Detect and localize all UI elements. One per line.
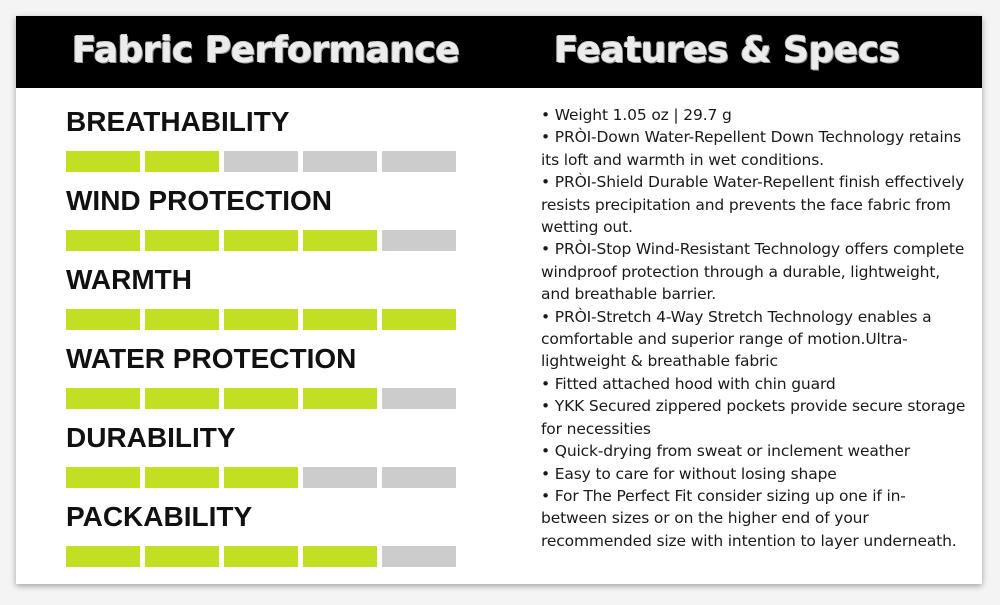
rating-segment-filled (382, 309, 456, 330)
rating-bar (66, 546, 466, 567)
rating-segment-filled (303, 388, 377, 409)
rating-segment-filled (66, 309, 140, 330)
spec-item: • Quick-drying from sweat or inclement w… (541, 442, 910, 461)
fabric-performance-title: Fabric Performance (72, 30, 460, 71)
header-bar: Fabric Performance Features & Specs (16, 16, 982, 88)
metric-breathability: BREATHABILITY (66, 104, 466, 183)
rating-segment-filled (66, 467, 140, 488)
rating-segment-filled (66, 388, 140, 409)
metric-label: BREATHABILITY (66, 106, 290, 137)
rating-segment-empty (303, 467, 377, 488)
spec-item: • Easy to care for without losing shape (541, 464, 837, 483)
spec-item: • PRÒI-Shield Durable Water-Repellent fi… (541, 173, 965, 237)
rating-segment-filled (145, 230, 219, 251)
rating-segment-filled (303, 546, 377, 567)
fabric-performance-panel: BREATHABILITY WIND PROTECTION WARMTH WAT… (66, 104, 466, 578)
metric-packability: PACKABILITY (66, 499, 466, 578)
rating-segment-filled (303, 230, 377, 251)
rating-segment-empty (382, 546, 456, 567)
spec-item: • PRÒI-Stop Wind-Resistant Technology of… (541, 240, 965, 304)
rating-bar (66, 151, 466, 172)
rating-segment-filled (66, 230, 140, 251)
rating-bar (66, 388, 466, 409)
spec-item: • For The Perfect Fit consider sizing up… (541, 486, 957, 550)
metric-label: PACKABILITY (66, 501, 253, 532)
rating-segment-filled (224, 467, 298, 488)
features-specs-list: • Weight 1.05 oz | 29.7 g • PRÒI-Down Wa… (541, 104, 966, 552)
rating-segment-filled (145, 388, 219, 409)
features-specs-title: Features & Specs (554, 30, 900, 71)
metric-wind-protection: WIND PROTECTION (66, 183, 466, 262)
rating-segment-filled (145, 546, 219, 567)
rating-segment-filled (66, 546, 140, 567)
rating-segment-filled (303, 309, 377, 330)
rating-segment-empty (382, 388, 456, 409)
metric-label: WARMTH (66, 264, 192, 295)
spec-item: • PRÒI-Stretch 4-Way Stretch Technology … (541, 307, 932, 371)
rating-segment-empty (303, 151, 377, 172)
spec-card: Fabric Performance Features & Specs BREA… (16, 16, 982, 584)
spec-item: • YKK Secured zippered pockets provide s… (541, 397, 966, 438)
spec-item: • PRÒI-Down Water-Repellent Down Technol… (541, 128, 962, 169)
metric-water-protection: WATER PROTECTION (66, 341, 466, 420)
rating-segment-filled (145, 309, 219, 330)
metric-warmth: WARMTH (66, 262, 466, 341)
metric-label: WIND PROTECTION (66, 185, 332, 216)
rating-segment-filled (145, 467, 219, 488)
rating-segment-filled (224, 309, 298, 330)
rating-segment-filled (224, 388, 298, 409)
metric-label: WATER PROTECTION (66, 343, 357, 374)
rating-segment-empty (382, 467, 456, 488)
rating-bar (66, 230, 466, 251)
rating-segment-filled (224, 546, 298, 567)
metric-label: DURABILITY (66, 422, 236, 453)
spec-item: • Weight 1.05 oz | 29.7 g (541, 106, 732, 124)
rating-segment-empty (224, 151, 298, 172)
rating-segment-filled (224, 230, 298, 251)
rating-segment-filled (145, 151, 219, 172)
rating-segment-empty (382, 230, 456, 251)
rating-bar (66, 467, 466, 488)
rating-segment-filled (66, 151, 140, 172)
metric-durability: DURABILITY (66, 420, 466, 499)
rating-segment-empty (382, 151, 456, 172)
spec-item: • Fitted attached hood with chin guard (541, 374, 836, 393)
rating-bar (66, 309, 466, 330)
